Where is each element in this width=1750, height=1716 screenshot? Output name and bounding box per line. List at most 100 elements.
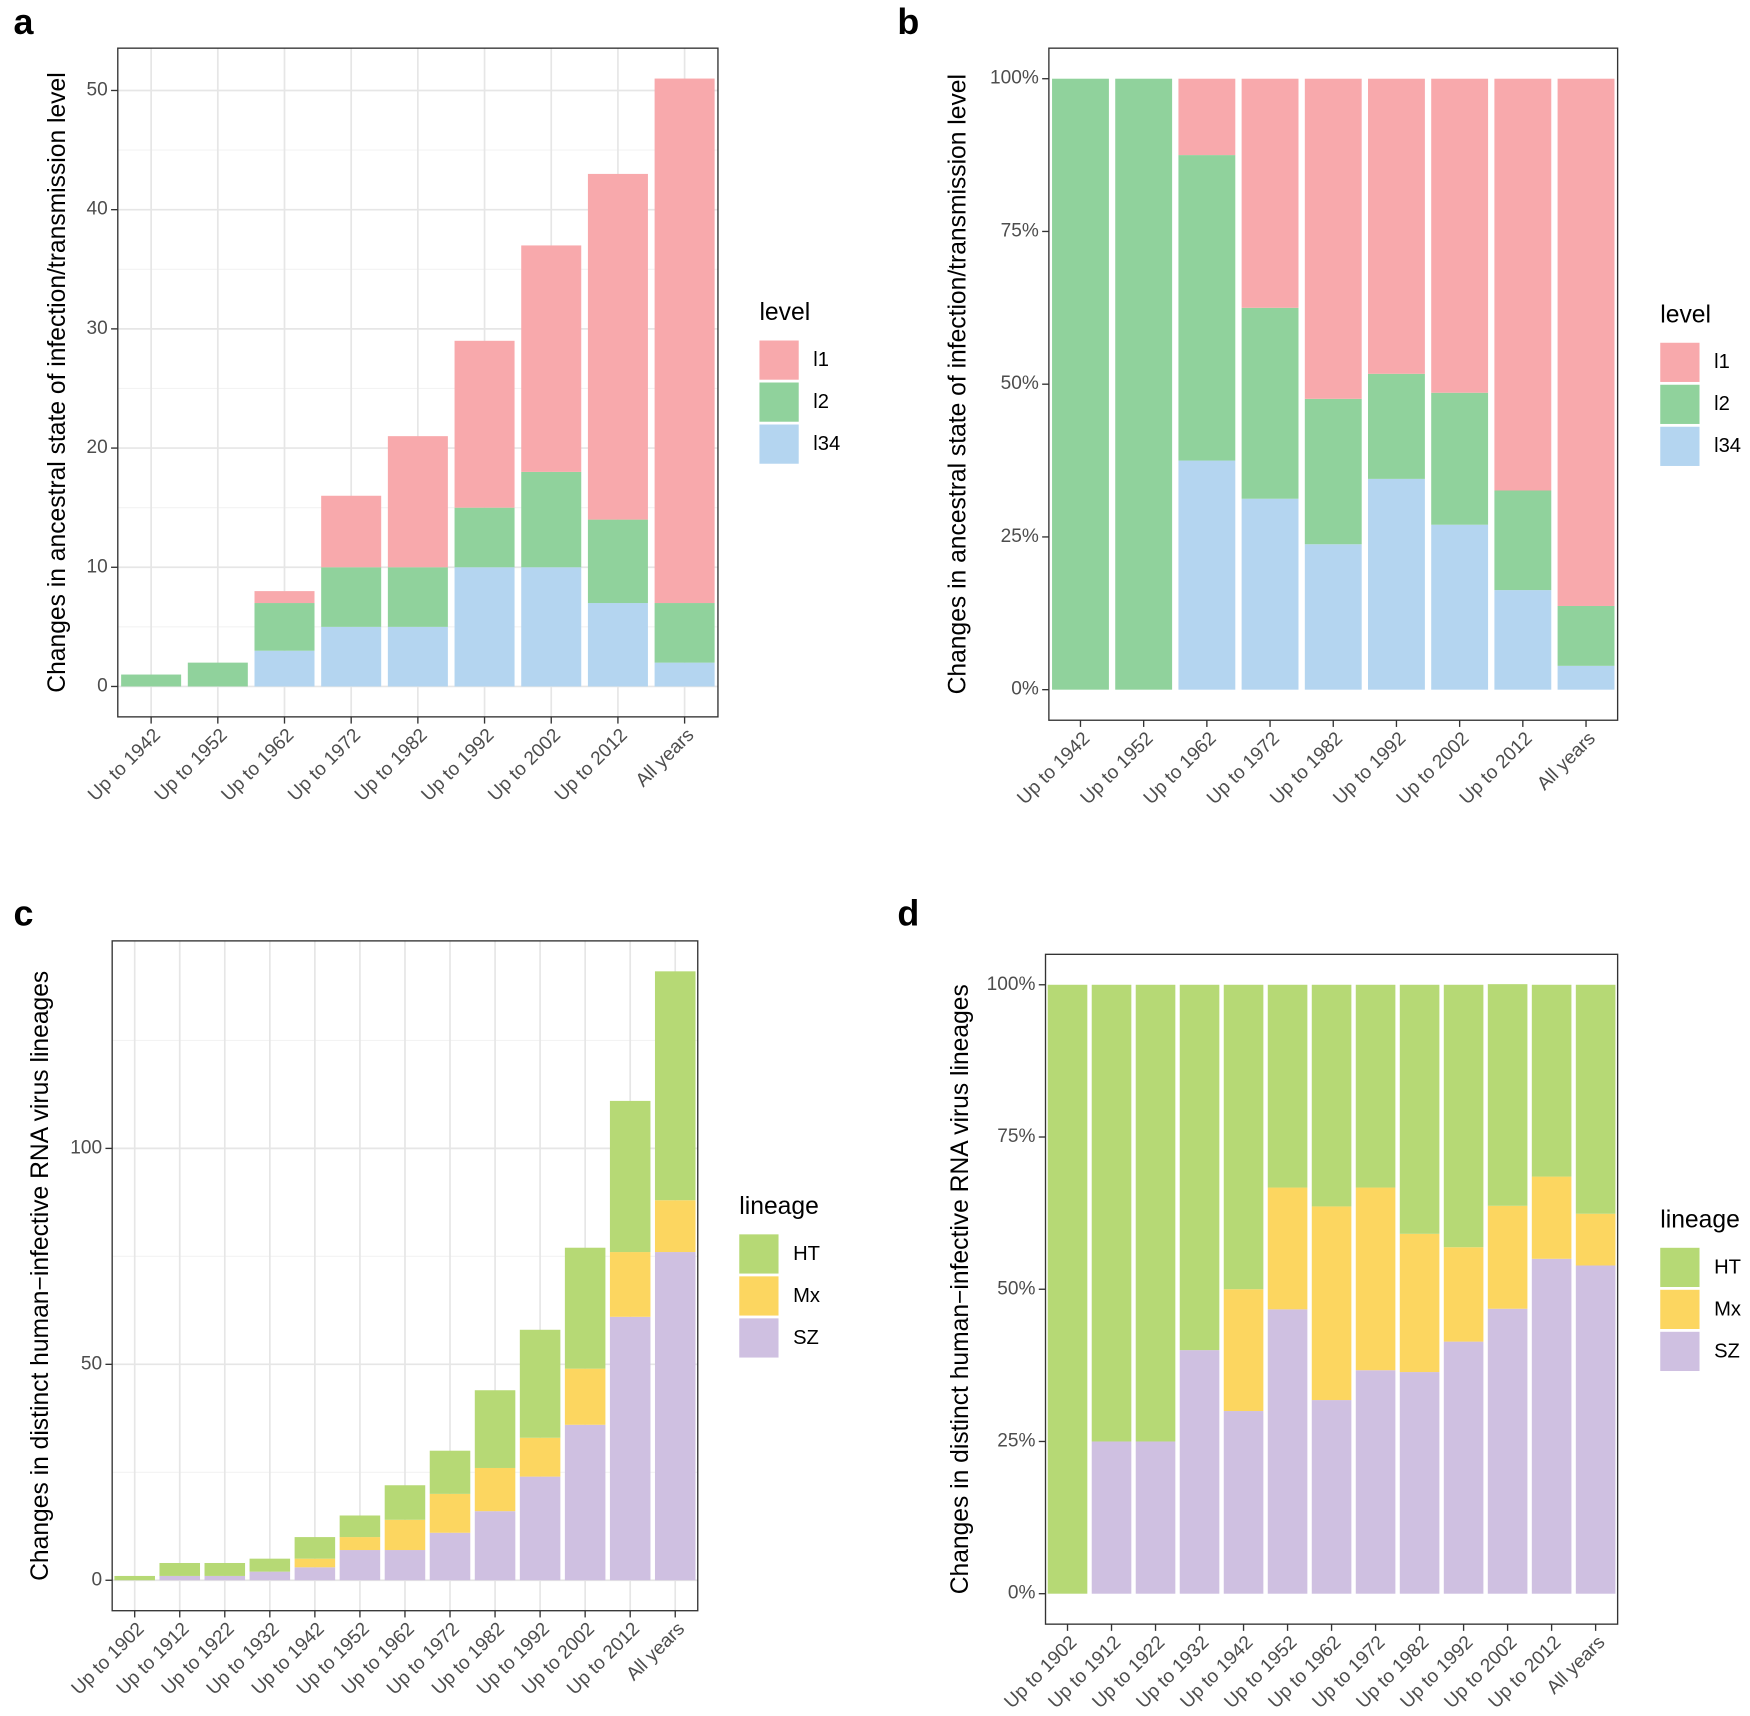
bar-segment: [384, 1519, 426, 1551]
legend-label: SZ: [793, 1327, 819, 1349]
bar-segment: [1223, 984, 1264, 1290]
panel-label: c: [13, 894, 33, 934]
legend-key: [1660, 1331, 1700, 1372]
legend-label: HT: [793, 1243, 820, 1265]
bar-segment: [1304, 398, 1362, 545]
bar-segment: [1575, 1265, 1616, 1594]
bar-segment: [1557, 665, 1615, 690]
bar-segment: [519, 1437, 561, 1477]
bar-segment: [294, 1567, 336, 1581]
legend-title: lineage: [739, 1193, 819, 1220]
bar-segment: [1368, 478, 1425, 690]
bar-segment: [1494, 78, 1552, 491]
y-tick-label: 10: [86, 556, 107, 577]
bar-segment: [339, 1537, 381, 1551]
y-axis-title: Changes in distinct human−infective RNA …: [947, 984, 974, 1594]
panel-border: [111, 940, 699, 1612]
bar-segment: [1241, 498, 1299, 690]
y-tick-label: 100%: [987, 974, 1036, 995]
y-tick-label: 40: [86, 199, 107, 220]
y-axis-title: Changes in distinct human−infective RNA …: [27, 971, 54, 1581]
bar-segment: [474, 1390, 516, 1468]
bar-segment: [1575, 984, 1616, 1214]
bar-segment: [1487, 1205, 1528, 1309]
bar-segment: [249, 1571, 291, 1581]
legend-key: [759, 382, 799, 422]
bar-segment: [1179, 984, 1220, 1351]
bar-segment: [387, 626, 448, 687]
y-tick-label: 20: [86, 437, 107, 458]
panel-label: b: [897, 2, 919, 42]
legend-key: [739, 1318, 779, 1358]
bar-segment: [609, 1100, 651, 1253]
y-tick-label: 75%: [997, 1126, 1035, 1147]
bar-segment: [1223, 1411, 1264, 1594]
bar-segment: [1399, 1372, 1440, 1594]
bar-segment: [429, 1450, 471, 1494]
bar-segment: [1135, 984, 1176, 1442]
bar-segment: [1178, 78, 1236, 156]
bar-segment: [114, 1575, 155, 1581]
bar-segment: [1223, 1289, 1264, 1412]
bar-segment: [1557, 605, 1615, 666]
bar-segment: [1557, 78, 1615, 606]
bar-segment: [321, 626, 382, 687]
y-tick-label: 25%: [1001, 526, 1039, 547]
bar-segment: [1267, 1309, 1308, 1594]
bar-segment: [474, 1467, 516, 1512]
y-tick-label: 50: [86, 80, 107, 101]
bar-segment: [654, 971, 696, 1201]
bar-segment: [204, 1575, 246, 1581]
bar-segment: [1531, 1176, 1572, 1259]
bar-segment: [1494, 590, 1552, 690]
bar-segment: [339, 1515, 381, 1538]
legend-key: [739, 1276, 779, 1316]
y-tick-label: 30: [86, 318, 107, 339]
bar-segment: [1368, 78, 1425, 374]
bar-segment: [474, 1511, 516, 1581]
x-tick-label: All years: [632, 725, 699, 791]
bar-segment: [429, 1493, 471, 1533]
legend-key: [759, 340, 799, 380]
bar-segment: [654, 1200, 696, 1253]
bar-segment: [1575, 1213, 1616, 1266]
bar-segment: [1179, 1350, 1220, 1594]
bar-segment: [1178, 155, 1236, 461]
bar-segment: [1531, 1258, 1572, 1594]
bar-segment: [1047, 984, 1088, 1594]
bar-segment: [1135, 1441, 1176, 1594]
bar-segment: [564, 1247, 606, 1369]
bar-segment: [521, 471, 582, 568]
panel-label: a: [13, 2, 34, 42]
bar-segment: [321, 567, 382, 627]
legend-key: [739, 1234, 779, 1274]
bar-segment: [294, 1558, 336, 1568]
panel-label: d: [897, 894, 919, 934]
bar-segment: [1431, 78, 1489, 393]
bar-segment: [1355, 984, 1396, 1188]
bar-segment: [654, 78, 715, 604]
bar-segment: [187, 662, 248, 687]
bar-segment: [654, 603, 715, 663]
bar-segment: [1431, 524, 1489, 690]
bar-segment: [204, 1562, 246, 1576]
bar-segment: [1355, 1370, 1396, 1594]
bar-segment: [387, 567, 448, 627]
bar-segment: [587, 603, 648, 687]
bar-segment: [519, 1329, 561, 1438]
bar-segment: [1368, 373, 1425, 479]
legend-key: [1660, 342, 1700, 382]
bar-segment: [1115, 78, 1173, 690]
legend-title: lineage: [1660, 1206, 1740, 1233]
bar-segment: [1443, 1247, 1484, 1342]
bar-segment: [249, 1558, 291, 1572]
legend-label: SZ: [1714, 1340, 1740, 1362]
legend-key: [1660, 426, 1700, 466]
bar-segment: [1399, 1233, 1440, 1373]
bar-segment: [1267, 1187, 1308, 1310]
y-axis-title: Changes in ancestral state of infection/…: [945, 74, 972, 694]
x-tick-label: Up to 2012: [551, 725, 632, 806]
bar-segment: [609, 1252, 651, 1317]
bar-segment: [654, 1252, 696, 1581]
